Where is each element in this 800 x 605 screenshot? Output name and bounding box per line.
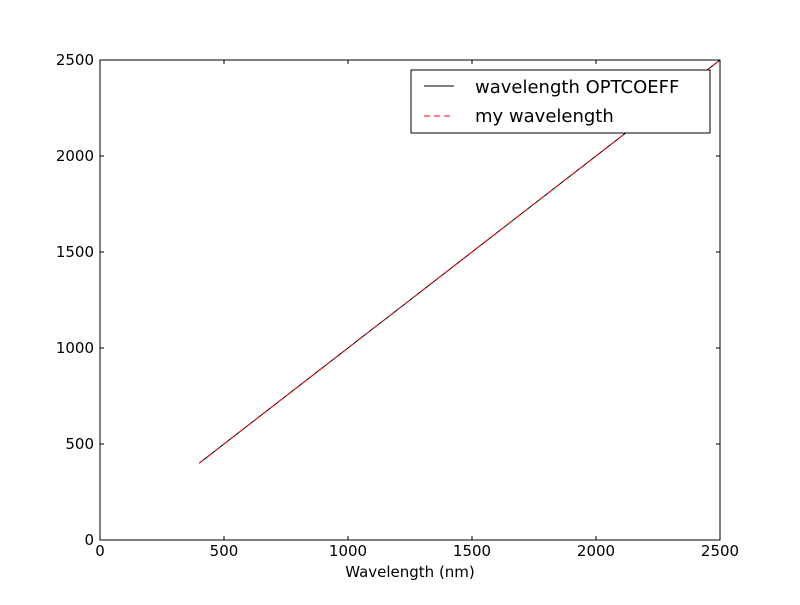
legend-box xyxy=(410,69,711,134)
y-tick-label: 2000 xyxy=(56,147,94,165)
x-tick-label: 500 xyxy=(210,542,239,560)
y-tick-label: 2500 xyxy=(56,51,94,69)
x-axis-label: Wavelength (nm) xyxy=(345,563,475,581)
y-tick-label: 500 xyxy=(65,435,94,453)
y-tick-label: 1000 xyxy=(56,339,94,357)
legend-label-my-wavelength: my wavelength xyxy=(475,106,614,127)
y-tick-label: 0 xyxy=(84,531,94,549)
x-tick-label: 2500 xyxy=(701,542,739,560)
x-tick-label: 1000 xyxy=(329,542,367,560)
plot-frame xyxy=(99,59,721,541)
x-tick-label: 2000 xyxy=(577,542,615,560)
y-tick-label: 1500 xyxy=(56,243,94,261)
ticks-layer: 0 500 1000 1500 2000 2500 0 500 1000 1500 2000 2500 xyxy=(56,51,739,560)
legend-label-wavelength-optcoeff: wavelength OPTCOEFF xyxy=(475,77,679,98)
x-tick-label: 0 xyxy=(95,542,105,560)
legend: wavelength OPTCOEFF my wavelength xyxy=(410,69,711,134)
x-tick-label: 1500 xyxy=(453,542,491,560)
